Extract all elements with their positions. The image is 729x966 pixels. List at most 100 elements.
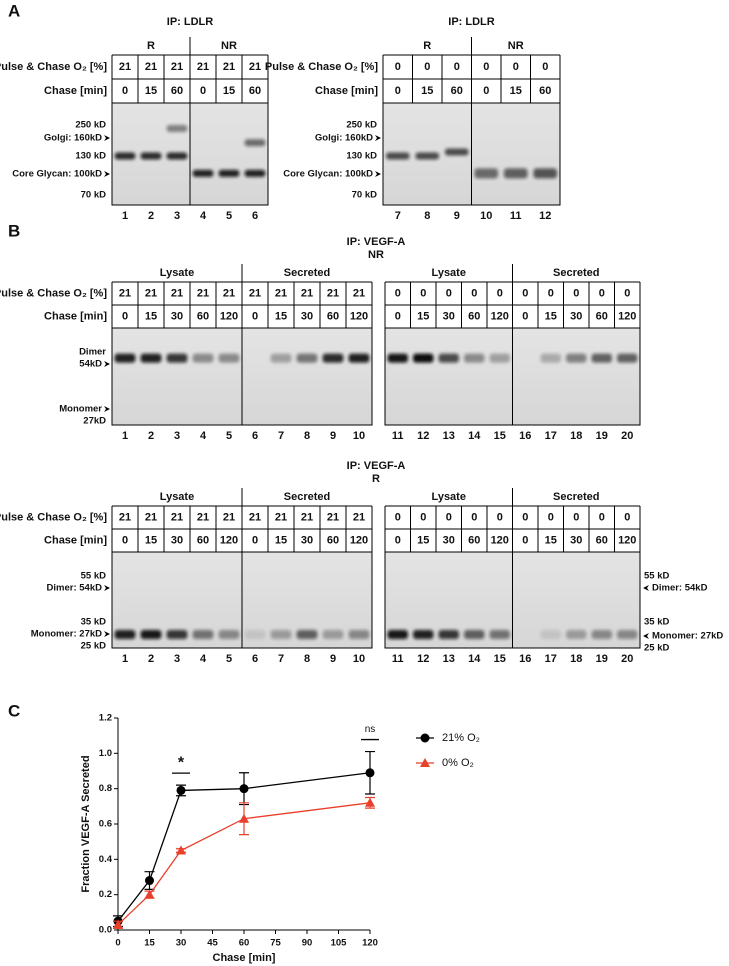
- table-cell: 15: [275, 310, 287, 322]
- lane-number: 12: [417, 430, 429, 442]
- lane-number: 9: [330, 430, 336, 442]
- gel-band: [166, 630, 188, 640]
- gel-band: [218, 353, 240, 363]
- gel-band: [114, 353, 136, 363]
- group-label: Lysate: [432, 491, 466, 503]
- table-cell: 21: [223, 287, 235, 299]
- gel-band: [244, 169, 266, 177]
- data-point: [365, 797, 375, 807]
- table-cell: 15: [417, 310, 429, 322]
- arrowhead: [104, 361, 110, 367]
- gel-band: [140, 152, 162, 160]
- table-cell: 0: [395, 287, 401, 299]
- gel-band: [415, 152, 440, 160]
- arrowhead: [104, 135, 110, 141]
- group-label: R: [147, 40, 155, 52]
- lane-number: 6: [252, 210, 258, 222]
- data-point: [239, 784, 249, 794]
- annotation: ns: [365, 724, 376, 735]
- marker-label: Golgi: 160kD: [315, 133, 373, 144]
- marker-label: 27kD: [83, 416, 106, 427]
- lane-number: 2: [148, 653, 154, 665]
- row-label: Pulse & Chase O₂ [%]: [0, 511, 107, 523]
- lane-number: 7: [395, 210, 401, 222]
- lane-number: 6: [252, 430, 258, 442]
- lane-number: 1: [122, 653, 128, 665]
- lane-number: 8: [424, 210, 430, 222]
- group-label: R: [423, 40, 431, 52]
- gel-band: [489, 353, 510, 363]
- lane-number: 14: [468, 653, 481, 665]
- annotation: *: [178, 754, 185, 771]
- table-cell: 21: [249, 287, 261, 299]
- table-cell: 0: [624, 287, 630, 299]
- gel-title: IP: LDLR: [167, 16, 213, 28]
- marker-label: Core Glycan: 100kD: [283, 169, 373, 180]
- table-cell: 30: [171, 310, 183, 322]
- table-cell: 15: [510, 85, 522, 97]
- x-tick-label: 120: [362, 938, 378, 949]
- table-cell: 21: [171, 287, 183, 299]
- table-cell: 0: [471, 287, 477, 299]
- table-cell: 15: [145, 534, 157, 546]
- table-cell: 21: [223, 511, 235, 523]
- group-label: Lysate: [432, 267, 466, 279]
- lane-number: 4: [200, 210, 207, 222]
- table-cell: 0: [122, 534, 128, 546]
- table-cell: 60: [171, 85, 183, 97]
- table-cell: 15: [545, 534, 557, 546]
- gel-band: [270, 353, 292, 363]
- data-point: [176, 785, 186, 795]
- gel-band: [413, 630, 434, 640]
- y-tick-label: 1.0: [99, 748, 112, 759]
- lane-number: 15: [494, 430, 506, 442]
- block-subtitle: R: [372, 473, 380, 485]
- marker-label: 70 kD: [81, 190, 106, 201]
- gel-band: [385, 152, 410, 160]
- gel-band: [540, 353, 561, 363]
- data-point: [365, 768, 375, 778]
- table-cell: 0: [420, 511, 426, 523]
- group-label: NR: [508, 40, 524, 52]
- lane-number: 3: [174, 210, 180, 222]
- gel-band: [322, 630, 344, 640]
- y-tick-label: 0.4: [99, 854, 113, 865]
- table-cell: 0: [395, 61, 401, 73]
- x-tick-label: 90: [302, 938, 313, 949]
- row-label: Pulse & Chase O₂ [%]: [265, 61, 378, 73]
- block-title: IP: VEGF-A: [347, 236, 406, 248]
- lane-number: 12: [417, 653, 429, 665]
- table-cell: 30: [443, 534, 455, 546]
- lane-number: 11: [392, 430, 404, 442]
- lane-number: 20: [621, 430, 633, 442]
- table-cell: 15: [421, 85, 433, 97]
- table-cell: 21: [275, 511, 287, 523]
- lane-number: 9: [454, 210, 460, 222]
- table-cell: 60: [197, 534, 209, 546]
- table-cell: 120: [618, 310, 636, 322]
- lane-number: 19: [596, 430, 608, 442]
- table-cell: 0: [522, 511, 528, 523]
- gel-band: [444, 148, 469, 156]
- arrowhead: [375, 135, 381, 141]
- y-tick-label: 0.2: [99, 889, 112, 900]
- arrowhead: [104, 171, 110, 177]
- lane-number: 2: [148, 430, 154, 442]
- row-label: Chase [min]: [315, 85, 378, 97]
- gel-band: [270, 630, 292, 640]
- lane-number: 17: [545, 430, 557, 442]
- table-cell: 21: [327, 511, 339, 523]
- lane-number: 5: [226, 430, 232, 442]
- group-label: NR: [221, 40, 237, 52]
- table-cell: 0: [395, 310, 401, 322]
- lane-number: 10: [353, 430, 365, 442]
- lane-number: 4: [200, 653, 207, 665]
- table-cell: 21: [353, 287, 365, 299]
- table-cell: 0: [497, 511, 503, 523]
- table-cell: 0: [573, 287, 579, 299]
- marker-label: 130 kD: [75, 151, 106, 162]
- lane-number: 14: [468, 430, 481, 442]
- marker-label: 35 kD: [81, 617, 106, 628]
- x-tick-label: 60: [239, 938, 250, 949]
- row-label: Pulse & Chase O₂ [%]: [0, 287, 107, 299]
